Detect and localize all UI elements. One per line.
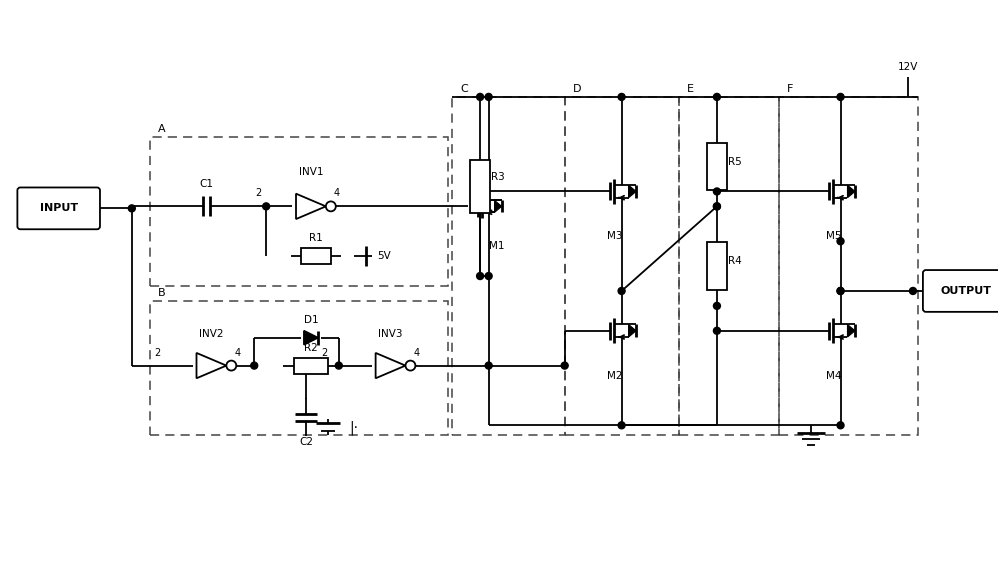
Text: INV1: INV1 <box>299 166 323 177</box>
Bar <box>707 143 727 190</box>
Text: R4: R4 <box>728 256 742 266</box>
Circle shape <box>713 188 720 195</box>
Circle shape <box>477 273 484 280</box>
Bar <box>150 137 448 286</box>
Text: E: E <box>687 84 694 94</box>
Text: M1: M1 <box>489 241 505 251</box>
Circle shape <box>405 361 415 371</box>
Text: 2: 2 <box>322 348 328 358</box>
Circle shape <box>263 203 270 210</box>
Text: M5: M5 <box>826 231 841 241</box>
Polygon shape <box>847 324 855 337</box>
Circle shape <box>618 288 625 294</box>
Circle shape <box>226 361 236 371</box>
Circle shape <box>713 203 720 210</box>
Text: 12V: 12V <box>898 62 918 72</box>
Circle shape <box>713 93 720 100</box>
Circle shape <box>618 422 625 429</box>
Text: OUTPUT: OUTPUT <box>940 286 991 296</box>
Text: 4: 4 <box>334 188 340 199</box>
Circle shape <box>251 362 258 369</box>
Text: D: D <box>573 84 581 94</box>
Bar <box>452 97 565 435</box>
Text: R2: R2 <box>304 342 318 353</box>
Text: D1: D1 <box>304 315 318 325</box>
Text: INV2: INV2 <box>199 329 224 338</box>
Circle shape <box>335 362 342 369</box>
Bar <box>301 248 331 264</box>
Bar <box>779 97 918 435</box>
Text: 2: 2 <box>155 348 161 358</box>
Text: B: B <box>158 288 165 298</box>
Text: 4: 4 <box>234 348 240 358</box>
Circle shape <box>909 288 916 294</box>
Circle shape <box>485 362 492 369</box>
FancyBboxPatch shape <box>17 187 100 229</box>
Text: R5: R5 <box>728 157 742 166</box>
Circle shape <box>485 273 492 280</box>
Circle shape <box>837 422 844 429</box>
FancyBboxPatch shape <box>923 270 1000 312</box>
Bar <box>707 242 727 290</box>
Bar <box>294 358 328 374</box>
Circle shape <box>713 327 720 335</box>
Text: A: A <box>158 124 165 134</box>
Polygon shape <box>495 200 502 212</box>
Polygon shape <box>376 353 405 378</box>
Circle shape <box>837 288 844 294</box>
Circle shape <box>477 93 484 100</box>
Text: M3: M3 <box>607 231 622 241</box>
Polygon shape <box>629 324 636 337</box>
Circle shape <box>618 93 625 100</box>
Text: R3: R3 <box>491 171 505 182</box>
Polygon shape <box>296 194 326 219</box>
Polygon shape <box>304 331 318 345</box>
Polygon shape <box>847 185 855 198</box>
Text: |·: |· <box>349 420 358 435</box>
Circle shape <box>485 93 492 100</box>
Polygon shape <box>196 353 226 378</box>
Text: 2: 2 <box>255 188 261 199</box>
Circle shape <box>837 93 844 100</box>
Circle shape <box>326 201 336 211</box>
Text: C1: C1 <box>199 179 213 190</box>
Circle shape <box>837 238 844 245</box>
Text: 5V: 5V <box>377 251 390 261</box>
Bar <box>565 97 679 435</box>
Text: C2: C2 <box>299 437 313 447</box>
Text: 4: 4 <box>413 348 419 358</box>
Bar <box>150 301 448 435</box>
Polygon shape <box>629 185 636 198</box>
Text: F: F <box>787 84 793 94</box>
Bar <box>470 160 490 213</box>
Circle shape <box>561 362 568 369</box>
Circle shape <box>713 203 720 210</box>
Circle shape <box>837 288 844 294</box>
Bar <box>679 97 779 435</box>
Circle shape <box>713 302 720 310</box>
Text: C: C <box>460 84 468 94</box>
Circle shape <box>128 205 135 212</box>
Text: M4: M4 <box>826 371 841 380</box>
Text: INV3: INV3 <box>378 329 403 338</box>
Text: M2: M2 <box>607 371 622 380</box>
Text: R1: R1 <box>309 233 323 243</box>
Text: INPUT: INPUT <box>40 203 78 213</box>
